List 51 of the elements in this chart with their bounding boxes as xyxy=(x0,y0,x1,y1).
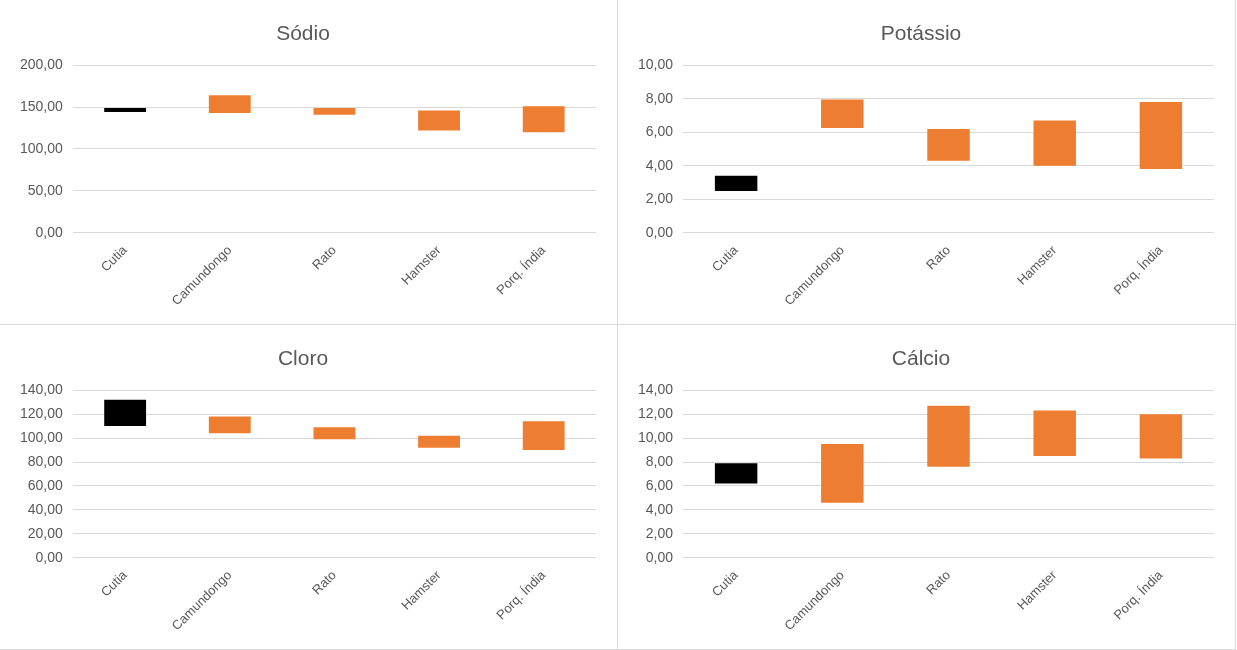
y-tick-label: 200,00 xyxy=(19,56,64,73)
chart-title: Potássio xyxy=(880,21,962,45)
y-tick-label: 50,00 xyxy=(27,181,64,198)
bar xyxy=(1033,120,1076,166)
y-tick-label: 8,00 xyxy=(645,452,674,469)
y-tick-label: 10,00 xyxy=(637,428,674,445)
bar xyxy=(104,399,147,427)
bar xyxy=(208,416,251,434)
y-tick-label: 0,00 xyxy=(645,548,674,565)
bar xyxy=(1139,102,1183,170)
y-tick-label: 100,00 xyxy=(19,428,64,445)
bar xyxy=(104,107,147,113)
bar xyxy=(927,128,970,161)
y-tick-label: 4,00 xyxy=(645,500,674,517)
y-tick-label: 40,00 xyxy=(27,500,64,517)
y-tick-label: 4,00 xyxy=(645,156,674,173)
bar xyxy=(1033,410,1076,457)
y-tick-label: 14,00 xyxy=(637,381,674,398)
y-tick-label: 150,00 xyxy=(19,97,64,114)
bar xyxy=(313,107,356,115)
bar xyxy=(714,463,758,484)
chart-title: Sódio xyxy=(276,21,330,45)
chart-title: Cloro xyxy=(277,346,329,370)
bar xyxy=(714,175,758,191)
y-tick-label: 100,00 xyxy=(19,139,64,156)
y-tick-label: 10,00 xyxy=(637,56,674,73)
y-tick-label: 60,00 xyxy=(27,476,64,493)
bar xyxy=(522,421,565,451)
y-tick-label: 0,00 xyxy=(645,223,674,240)
bar xyxy=(1139,414,1183,459)
y-tick-label: 2,00 xyxy=(645,524,674,541)
bar xyxy=(522,106,565,133)
y-tick-label: 20,00 xyxy=(27,524,64,541)
y-tick-label: 0,00 xyxy=(35,548,64,565)
bar xyxy=(208,95,251,113)
chart-title: Cálcio xyxy=(891,346,951,370)
bar xyxy=(418,435,460,448)
y-tick-label: 8,00 xyxy=(645,89,674,106)
bar xyxy=(821,444,864,503)
y-tick-label: 12,00 xyxy=(637,405,674,421)
bar xyxy=(418,110,460,131)
y-tick-label: 6,00 xyxy=(645,123,674,140)
y-tick-label: 0,00 xyxy=(35,223,64,240)
bar xyxy=(927,405,970,467)
y-tick-label: 120,00 xyxy=(19,405,64,421)
bar xyxy=(313,427,356,440)
y-tick-label: 6,00 xyxy=(645,476,674,493)
y-tick-label: 2,00 xyxy=(645,190,674,207)
y-tick-label: 140,00 xyxy=(19,381,64,398)
bar xyxy=(821,99,864,129)
y-tick-label: 80,00 xyxy=(27,452,64,469)
